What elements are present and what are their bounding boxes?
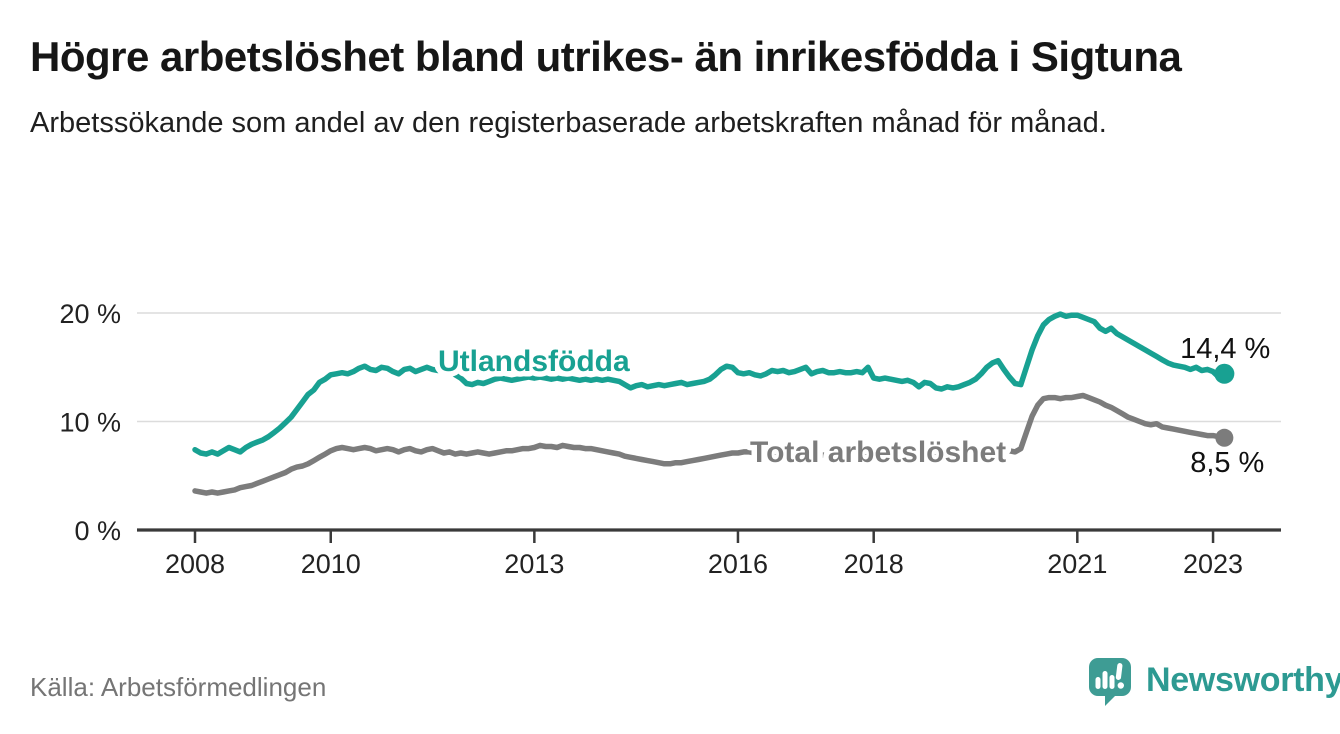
- series-name-labels: Utlandsfödda Total arbetslöshet: [433, 340, 1012, 475]
- gridlines: [137, 312, 1281, 423]
- newsworthy-bubble-chart-icon: [1089, 658, 1131, 706]
- series-label-utlandsfodda: Utlandsfödda: [438, 345, 630, 378]
- end-value-labels: 14,4 % 8,5 %: [1180, 333, 1270, 479]
- y-tick-label: 0 %: [74, 516, 121, 546]
- series-label-total: Total arbetslöshet: [750, 436, 1006, 469]
- x-axis: 2008 2010 2013 2016 2018 2021 2023: [137, 528, 1281, 579]
- series-line-utlandsfodda: [192, 311, 1228, 457]
- brand-name: Newsworthy: [1146, 661, 1340, 699]
- y-axis-labels: 0 % 10 % 20 %: [59, 299, 121, 546]
- end-value-label-utlandsfodda: 14,4 %: [1180, 333, 1270, 365]
- page-title: Högre arbetslöshet bland utrikes- än inr…: [30, 33, 1182, 80]
- x-tick-label: 2016: [708, 549, 768, 579]
- x-tick-label: 2013: [504, 549, 564, 579]
- y-tick-label: 20 %: [59, 299, 121, 329]
- x-tick-label: 2010: [301, 549, 361, 579]
- chart-header: Högre arbetslöshet bland utrikes- än inr…: [30, 30, 1312, 143]
- series-line-total: [192, 392, 1228, 496]
- end-dot-utlandsfodda: [1214, 363, 1235, 384]
- series-lines: [192, 311, 1228, 496]
- end-dot-total: [1215, 428, 1234, 447]
- source-caption: Källa: Arbetsförmedlingen: [30, 672, 327, 702]
- end-value-label-total: 8,5 %: [1190, 447, 1264, 479]
- newsworthy-logo: Newsworthy: [1084, 654, 1340, 706]
- x-tick-label: 2021: [1047, 549, 1107, 579]
- series-end-dots: [1214, 363, 1235, 447]
- x-tick-label: 2018: [844, 549, 904, 579]
- y-tick-label: 10 %: [59, 408, 121, 438]
- x-tick-label: 2008: [165, 549, 225, 579]
- x-tick-label: 2023: [1183, 549, 1243, 579]
- chart-subtitle: Arbetssökande som andel av den registerb…: [30, 106, 1107, 139]
